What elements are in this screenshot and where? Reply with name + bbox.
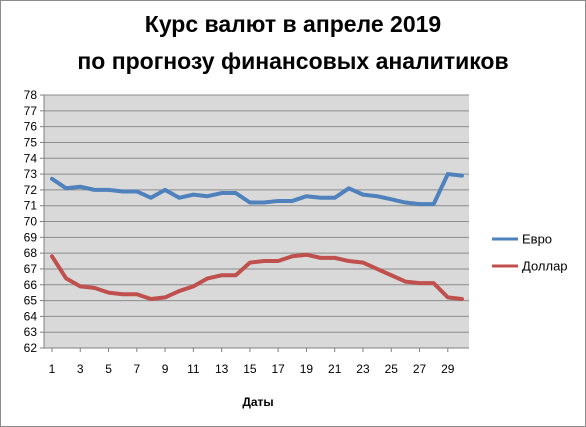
chart-title-line2: по прогнозу финансовых аналитиков bbox=[77, 48, 508, 74]
x-tick-label: 17 bbox=[271, 362, 285, 376]
y-tick-label: 72 bbox=[24, 183, 38, 197]
legend: Евро Доллар bbox=[492, 232, 568, 274]
x-axis-title: Даты bbox=[242, 395, 273, 409]
y-tick-label: 65 bbox=[24, 294, 38, 308]
x-tick-label: 19 bbox=[300, 362, 314, 376]
x-tick-label: 29 bbox=[441, 362, 455, 376]
x-tick-label: 23 bbox=[356, 362, 370, 376]
y-tick-label: 62 bbox=[24, 341, 38, 355]
x-tick-label: 25 bbox=[385, 362, 399, 376]
y-tick-label: 76 bbox=[24, 120, 38, 134]
y-tick-label: 74 bbox=[24, 151, 38, 165]
y-tick-label: 75 bbox=[24, 135, 38, 149]
y-tick-label: 66 bbox=[24, 278, 38, 292]
series-line-dollar bbox=[50, 252, 464, 301]
x-axis-ticks: 1 3 5 7 9 11 13 15 17 19 21 23 25 27 29 bbox=[49, 348, 455, 376]
x-tick-label: 13 bbox=[215, 362, 229, 376]
y-tick-label: 78 bbox=[24, 88, 38, 102]
y-tick-label: 67 bbox=[24, 262, 38, 276]
x-tick-label: 5 bbox=[105, 362, 112, 376]
chart-title-line1: Курс валют в апреле 2019 bbox=[145, 11, 441, 37]
y-tick-label: 71 bbox=[24, 199, 38, 213]
series-lines bbox=[50, 172, 464, 301]
y-tick-label: 69 bbox=[24, 230, 38, 244]
x-tick-label: 15 bbox=[243, 362, 257, 376]
y-tick-label: 63 bbox=[24, 325, 38, 339]
x-tick-label: 21 bbox=[328, 362, 342, 376]
y-tick-label: 64 bbox=[24, 309, 38, 323]
x-tick-label: 11 bbox=[187, 362, 200, 376]
x-tick-label: 7 bbox=[133, 362, 140, 376]
x-tick-label: 3 bbox=[77, 362, 84, 376]
y-tick-label: 70 bbox=[24, 215, 38, 229]
x-tick-label: 27 bbox=[413, 362, 427, 376]
x-tick-label: 9 bbox=[162, 362, 169, 376]
x-tick-label: 1 bbox=[49, 362, 56, 376]
legend-dollar-label: Доллар bbox=[522, 259, 568, 274]
legend-evro-label: Евро bbox=[522, 232, 552, 247]
y-tick-label: 73 bbox=[24, 167, 38, 181]
series-line-evro bbox=[50, 172, 464, 207]
y-tick-label: 68 bbox=[24, 246, 38, 260]
y-tick-label: 77 bbox=[24, 104, 38, 118]
